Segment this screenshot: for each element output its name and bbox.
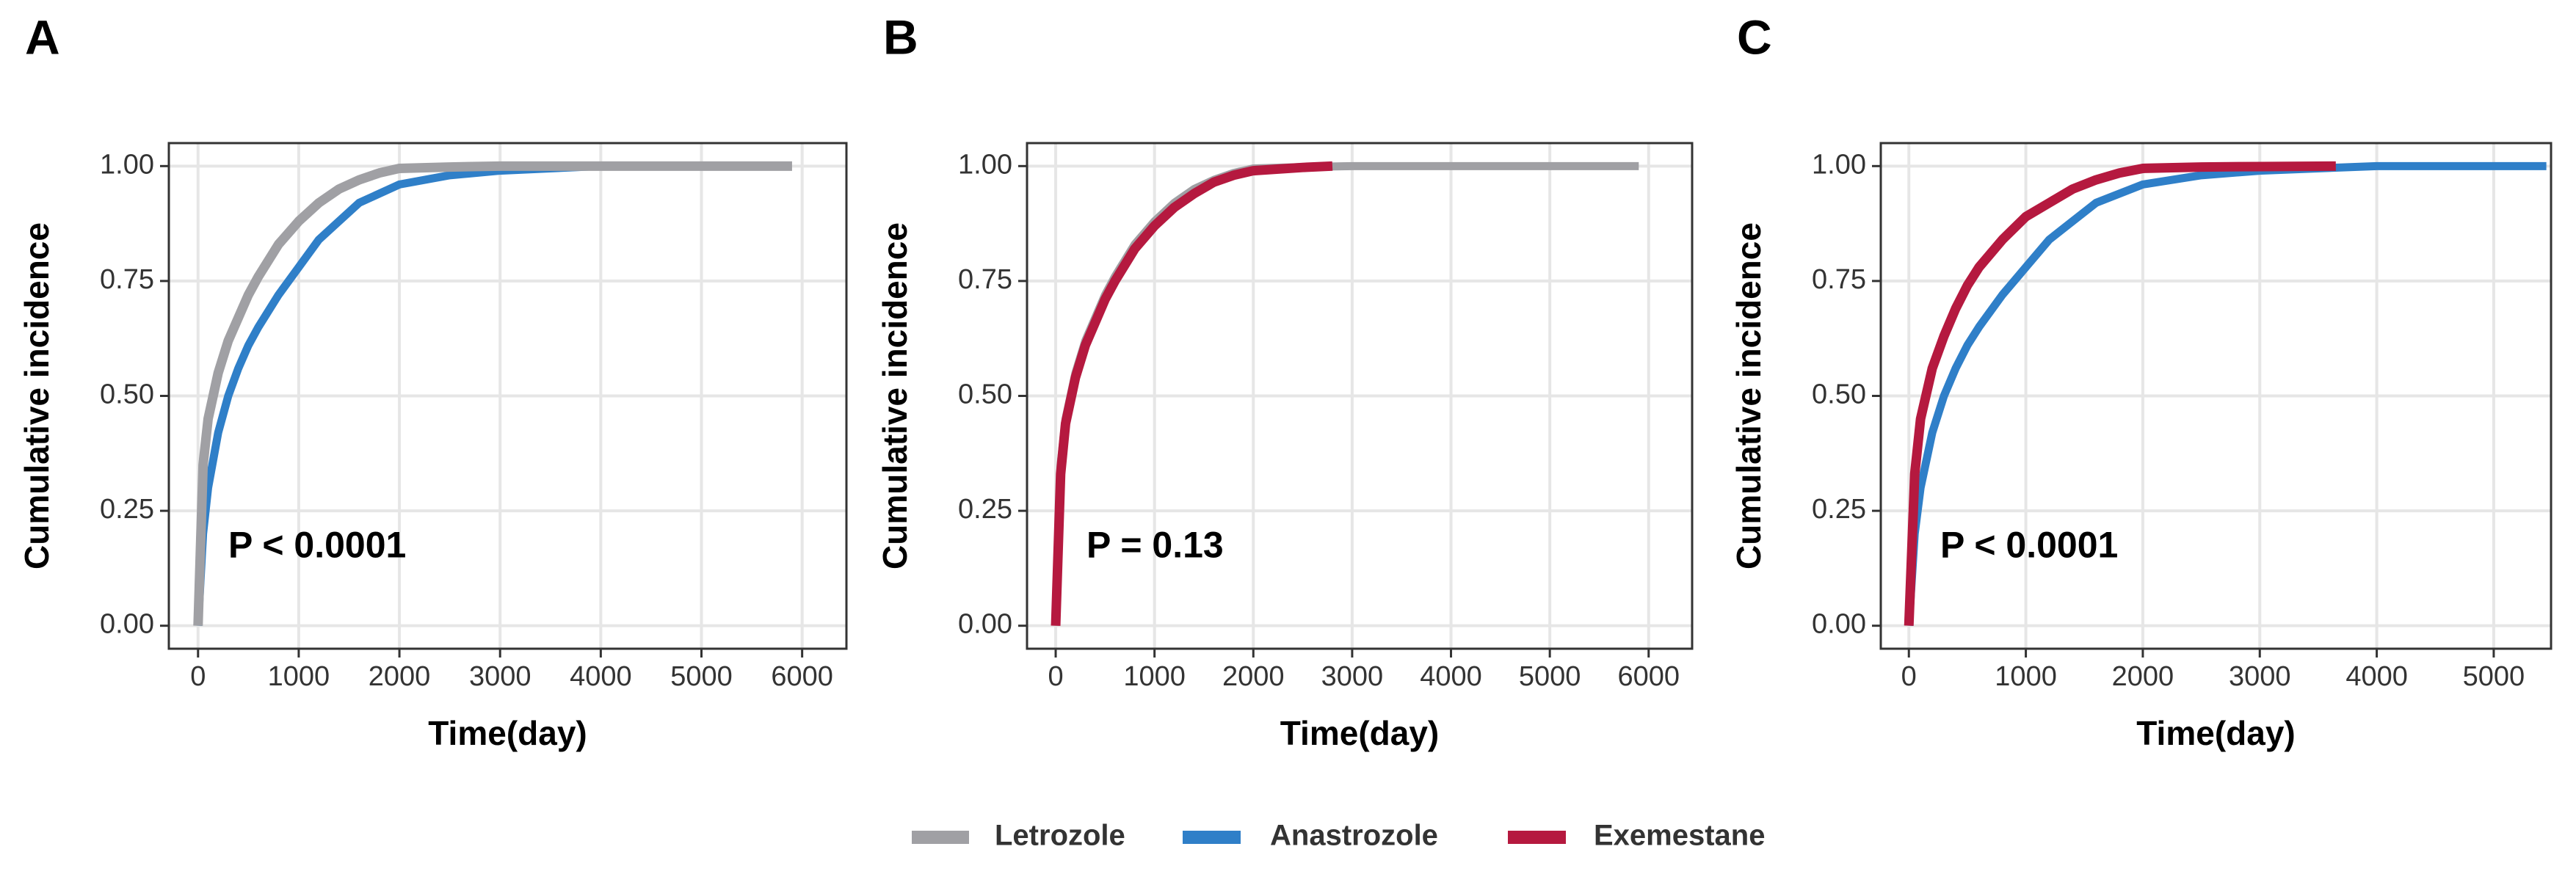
- y-tick-label: 0.75: [958, 264, 1012, 295]
- panel-label: A: [25, 10, 60, 64]
- x-tick-label: 5000: [1519, 661, 1581, 692]
- x-tick-label: 2000: [369, 661, 431, 692]
- curve: [1904, 161, 2547, 627]
- plot-border: [1026, 142, 1694, 650]
- y-tick-label: 0.25: [1812, 494, 1866, 525]
- x-tick-label: 1000: [1995, 661, 2057, 692]
- x-axis-title: Time(day): [1280, 714, 1439, 752]
- y-tick-label: 0.00: [1812, 609, 1866, 640]
- annotation: P = 0.13: [1086, 524, 1224, 565]
- x-tick-label: 3000: [2229, 661, 2291, 692]
- annotation: P < 0.0001: [228, 524, 406, 565]
- x-axis-title: Time(day): [428, 714, 587, 752]
- x-tick-label: 5000: [670, 661, 733, 692]
- y-tick-label: 0.75: [1812, 264, 1866, 295]
- curve: [194, 161, 601, 626]
- x-tick-label: 3000: [469, 661, 531, 692]
- curve: [1904, 161, 2336, 626]
- y-tick-label: 1.00: [958, 149, 1012, 180]
- y-tick-label: 0.50: [958, 379, 1012, 410]
- plot-border: [167, 142, 848, 650]
- x-tick-label: 4000: [1420, 661, 1482, 692]
- x-tick-label: 4000: [570, 661, 632, 692]
- y-tick-label: 1.00: [1812, 149, 1866, 180]
- y-axis-title: Cumulative incidence: [876, 222, 914, 569]
- x-tick-label: 2000: [1222, 661, 1285, 692]
- y-tick-label: 0.25: [958, 494, 1012, 525]
- x-tick-label: 6000: [1617, 661, 1680, 692]
- x-axis-title: Time(day): [2136, 714, 2295, 752]
- plot-border: [1879, 142, 2553, 650]
- curve: [193, 161, 792, 626]
- x-tick-label: 0: [1048, 661, 1063, 692]
- y-tick-label: 0.75: [100, 264, 154, 295]
- x-tick-label: 5000: [2463, 661, 2525, 692]
- legend-label: Exemestane: [1594, 820, 1765, 852]
- legend-label: Letrozole: [995, 820, 1125, 852]
- curve: [1051, 161, 1333, 626]
- y-axis-title: Cumulative incidence: [1730, 222, 1768, 569]
- y-tick-label: 0.00: [100, 609, 154, 640]
- x-tick-label: 6000: [771, 661, 833, 692]
- annotation: P < 0.0001: [1940, 524, 2118, 565]
- y-axis-title: Cumulative incidence: [18, 222, 56, 569]
- x-tick-label: 4000: [2345, 661, 2408, 692]
- x-tick-label: 0: [1901, 661, 1917, 692]
- panel-label: B: [883, 10, 918, 64]
- legend-label: Anastrozole: [1270, 820, 1438, 852]
- y-tick-label: 0.50: [1812, 379, 1866, 410]
- y-tick-label: 1.00: [100, 149, 154, 180]
- x-tick-label: 0: [190, 661, 206, 692]
- x-tick-label: 1000: [1123, 661, 1186, 692]
- y-tick-label: 0.50: [100, 379, 154, 410]
- x-tick-label: 3000: [1321, 661, 1384, 692]
- y-tick-label: 0.00: [958, 609, 1012, 640]
- x-tick-label: 1000: [268, 661, 330, 692]
- y-tick-label: 0.25: [100, 494, 154, 525]
- panel-label: C: [1737, 10, 1772, 64]
- x-tick-label: 2000: [2112, 661, 2174, 692]
